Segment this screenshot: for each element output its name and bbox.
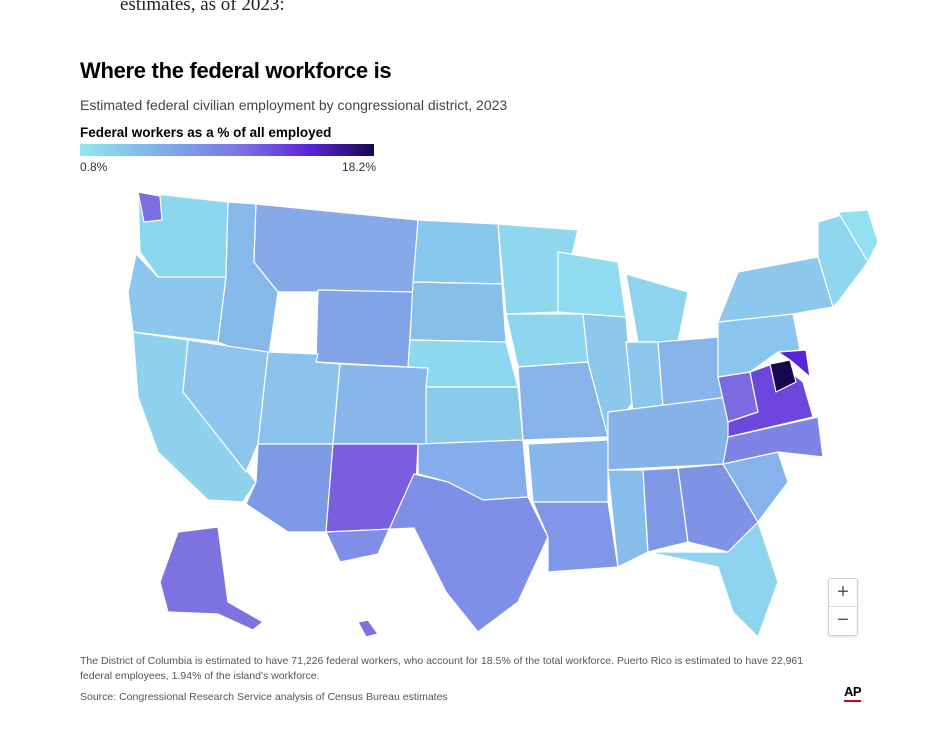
region-montana[interactable] bbox=[254, 204, 418, 292]
article-intro-text: estimates, as of 2023: bbox=[120, 0, 285, 16]
region-hawaii[interactable] bbox=[358, 620, 378, 637]
region-arizona[interactable] bbox=[246, 444, 333, 532]
region-south-dakota[interactable] bbox=[410, 282, 506, 342]
region-indiana[interactable] bbox=[626, 342, 663, 414]
zoom-out-button[interactable]: − bbox=[829, 607, 857, 635]
us-choropleth-map[interactable] bbox=[78, 182, 878, 644]
legend-title: Federal workers as a % of all employed bbox=[80, 125, 331, 140]
region-north-dakota[interactable] bbox=[413, 220, 502, 284]
map-subtitle: Estimated federal civilian employment by… bbox=[80, 97, 507, 113]
region-wisconsin[interactable] bbox=[558, 252, 626, 317]
region-arkansas[interactable] bbox=[528, 440, 608, 502]
footnote: The District of Columbia is estimated to… bbox=[80, 654, 820, 684]
zoom-in-button[interactable]: + bbox=[829, 579, 857, 607]
ap-logo: AP bbox=[844, 684, 861, 702]
region-new-york[interactable] bbox=[718, 257, 833, 322]
region-iowa[interactable] bbox=[506, 314, 588, 367]
region-alaska[interactable] bbox=[160, 527, 263, 630]
zoom-control: + − bbox=[828, 578, 858, 636]
legend-color-scale bbox=[80, 144, 374, 156]
legend-max-label: 18.2% bbox=[342, 160, 376, 174]
source-line: Source: Congressional Research Service a… bbox=[80, 691, 448, 703]
region-wyoming[interactable] bbox=[316, 290, 413, 367]
region-kansas[interactable] bbox=[426, 387, 523, 444]
region-utah[interactable] bbox=[258, 352, 340, 444]
region-colorado[interactable] bbox=[333, 364, 428, 444]
region-michigan[interactable] bbox=[626, 274, 688, 342]
legend-min-label: 0.8% bbox=[80, 160, 107, 174]
map-title: Where the federal workforce is bbox=[80, 58, 391, 84]
